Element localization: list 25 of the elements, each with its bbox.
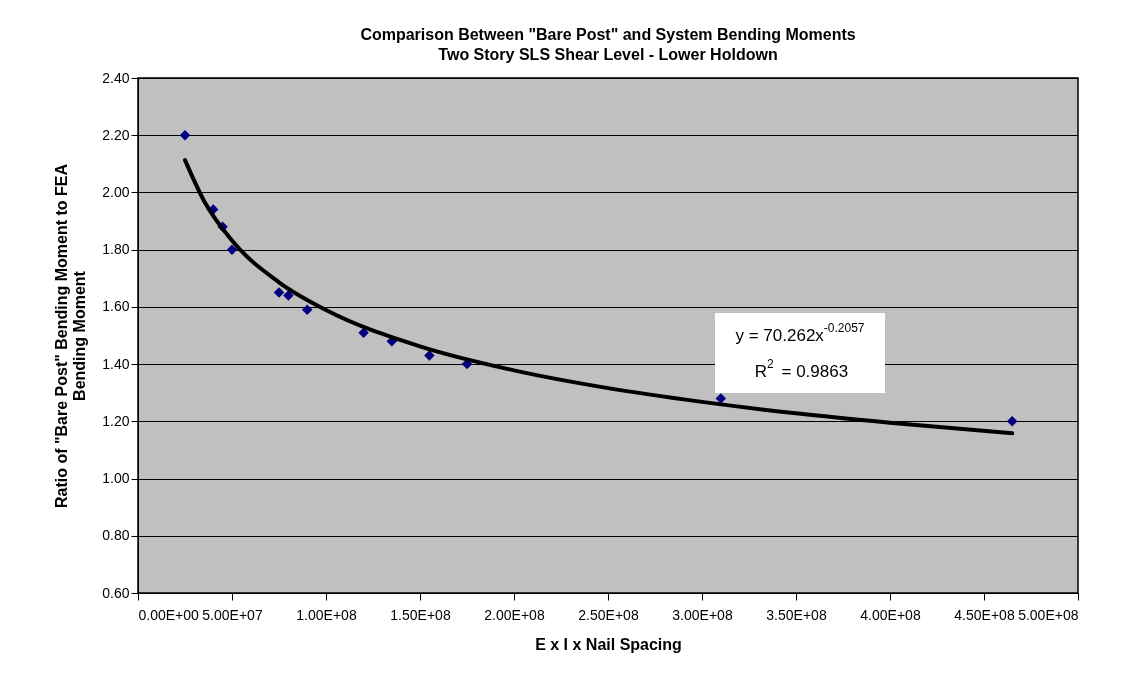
y-tick-label: 1.40 (102, 355, 130, 372)
x-tick-label: 3.00E+08 (672, 606, 733, 623)
x-axis-title: E x I x Nail Spacing (535, 635, 682, 653)
x-tick-label: 3.50E+08 (766, 606, 827, 623)
y-tick-label: 2.40 (102, 69, 130, 86)
x-tick-label: 5.00E+08 (1018, 606, 1079, 623)
x-tick-label: 4.00E+08 (860, 606, 921, 623)
chart-subtitle: Two Story SLS Shear Level - Lower Holdown (438, 46, 778, 63)
y-tick-label: 2.20 (102, 126, 130, 143)
x-tick-label: 4.50E+08 (954, 606, 1015, 623)
x-tick-label: 5.00E+07 (202, 606, 263, 623)
y-axis-title: Ratio of "Bare Post" Bending Moment to FEA Bending Moment (53, 163, 89, 509)
x-tick-label: 2.50E+08 (578, 606, 639, 623)
y-tick-label: 1.00 (102, 470, 130, 487)
y-tick-label: 0.60 (102, 584, 130, 601)
x-tick-label: 2.00E+08 (484, 606, 545, 623)
x-tick-label: 1.50E+08 (390, 606, 451, 623)
y-tick-label: 2.00 (102, 183, 130, 200)
x-tick-label: 0.00E+00 (138, 606, 200, 623)
x-tick-label: 1.00E+08 (296, 606, 357, 623)
chart-title: Comparison Between "Bare Post" and System Bending Moments (360, 26, 856, 43)
y-tick-label: 1.20 (102, 412, 130, 429)
y-tick-label: 0.80 (102, 527, 130, 544)
y-tick-label: 1.60 (102, 298, 130, 315)
y-tick-label: 1.80 (102, 241, 130, 258)
